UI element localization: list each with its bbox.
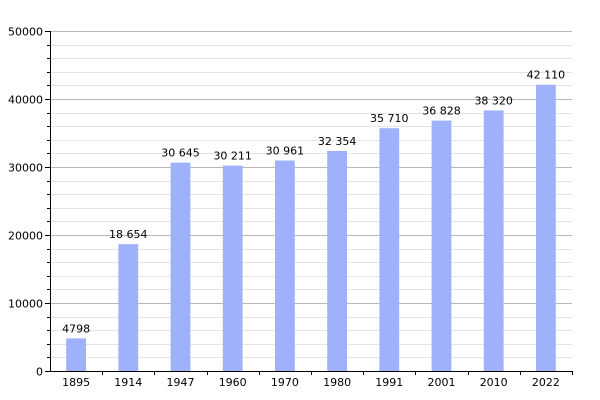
bar-1960 [222, 165, 243, 371]
bar-1991 [379, 128, 400, 371]
x-tick-label-1980: 1980 [323, 376, 351, 389]
bar-2022 [536, 84, 556, 371]
bar-1970 [275, 160, 295, 371]
x-tick-label-2010: 2010 [480, 376, 508, 389]
data-label-1960: 30 211 [213, 150, 252, 163]
bar-1895 [66, 338, 86, 371]
y-tick-label: 0 [36, 366, 43, 379]
x-tick-label-1991: 1991 [375, 376, 403, 389]
bars [66, 84, 556, 372]
y-tick-label: 30000 [8, 162, 43, 175]
bar-1980 [327, 151, 347, 371]
data-labels: 4798 18 654 30 645 30 211 30 961 32 354 35 710… [62, 69, 565, 336]
x-tick-label-1970: 1970 [271, 376, 299, 389]
data-label-2022: 42 110 [527, 69, 566, 82]
data-label-1895: 4798 [62, 322, 90, 335]
data-label-1947: 30 645 [161, 147, 200, 160]
bar-2010 [483, 110, 504, 372]
x-tick-label-2022: 2022 [532, 376, 560, 389]
y-tick-label: 20000 [8, 230, 43, 243]
data-label-1991: 35 710 [370, 112, 409, 125]
x-tick-label-1947: 1947 [167, 376, 195, 389]
bar-1914 [118, 244, 139, 371]
y-tick-label: 10000 [8, 298, 43, 311]
bar-2001 [431, 120, 452, 371]
data-label-2001: 36 828 [422, 105, 461, 118]
x-tick-label-1914: 1914 [114, 376, 142, 389]
bar-1947 [170, 162, 191, 371]
y-tick-label: 40000 [8, 94, 43, 107]
axes: 0 10000 20000 30000 40000 50000 1895 1914 1947 19… [8, 26, 573, 389]
x-tick-label-1960: 1960 [219, 376, 247, 389]
data-label-1970: 30 961 [266, 145, 305, 158]
x-tick-label-2001: 2001 [428, 376, 456, 389]
x-tick-label-1895: 1895 [62, 376, 90, 389]
data-label-1980: 32 354 [318, 135, 357, 148]
data-label-2010: 38 320 [474, 94, 513, 107]
data-label-1914: 18 654 [109, 228, 148, 241]
y-tick-label: 50000 [8, 26, 43, 39]
